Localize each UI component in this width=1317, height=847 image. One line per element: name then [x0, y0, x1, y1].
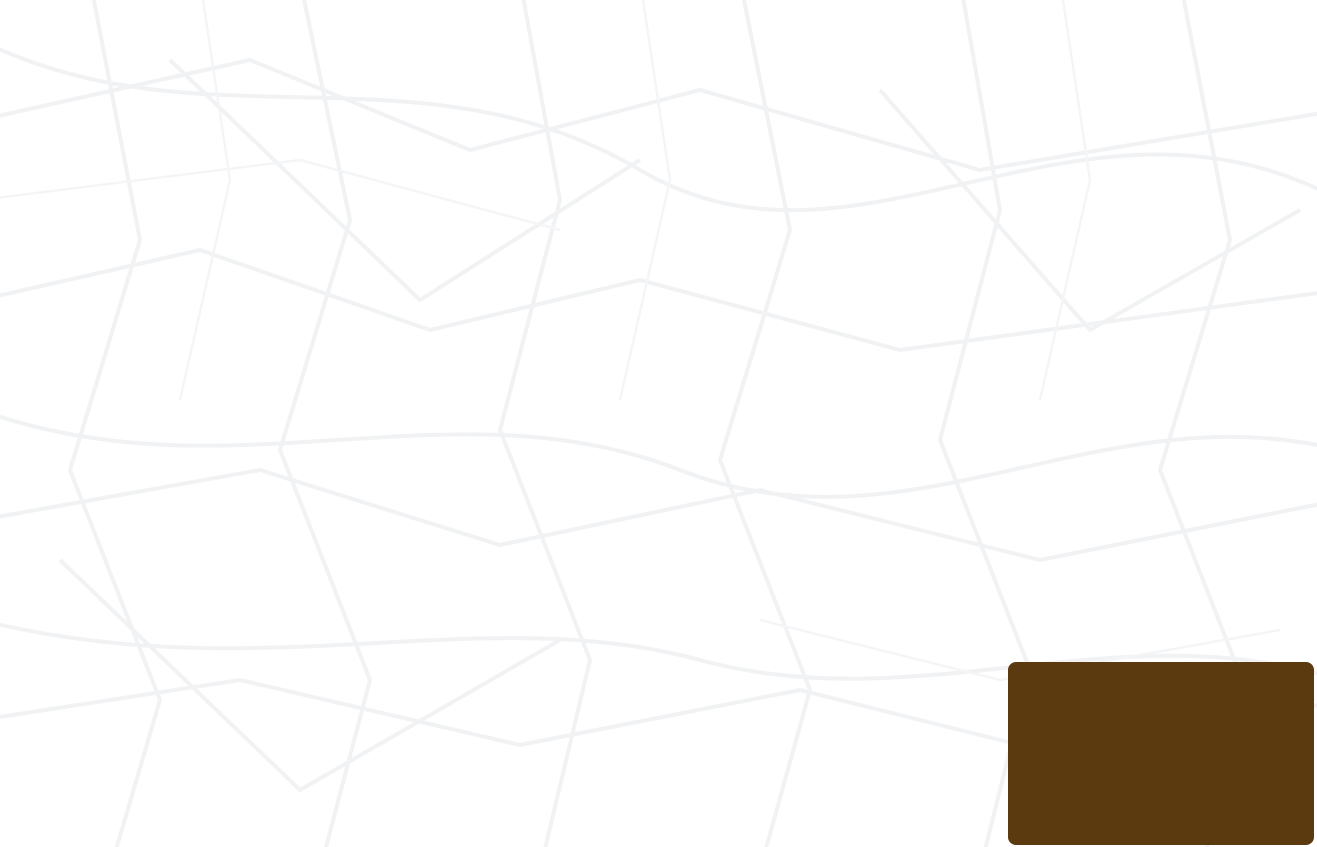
footnote-box — [1008, 662, 1314, 845]
